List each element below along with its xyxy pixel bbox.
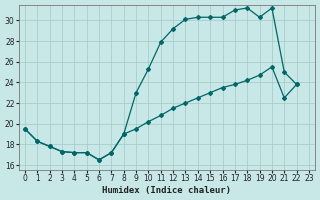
X-axis label: Humidex (Indice chaleur): Humidex (Indice chaleur) bbox=[102, 186, 231, 195]
